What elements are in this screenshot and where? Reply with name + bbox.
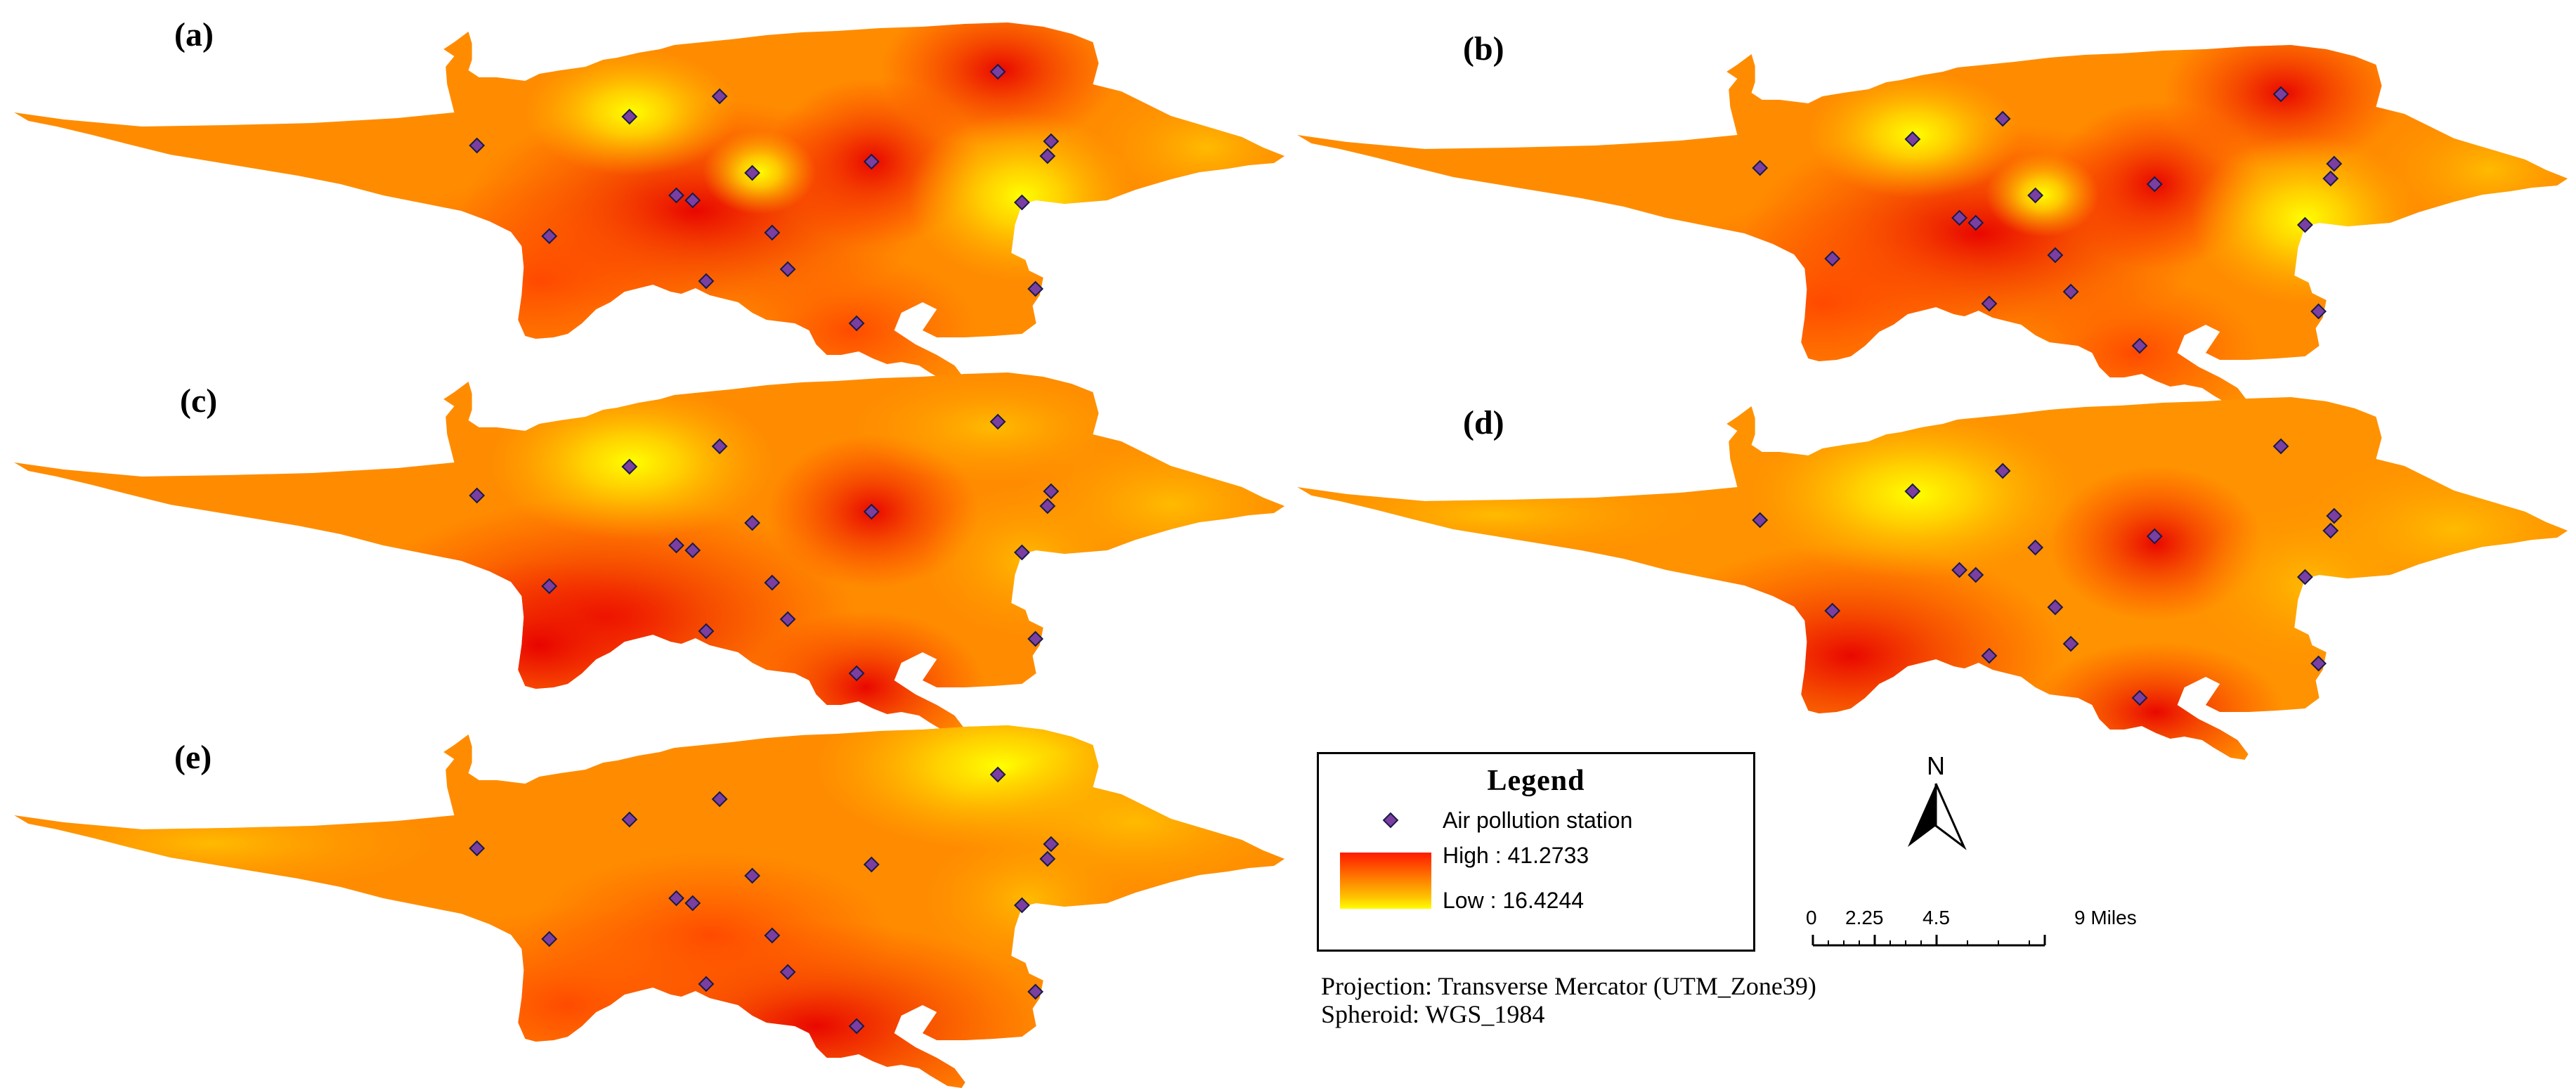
north-label: N [1927, 752, 1945, 780]
panel-label-d: (d) [1463, 404, 1504, 441]
legend-low-label: Low : 16.4244 [1443, 888, 1585, 913]
station-symbol-icon [1382, 812, 1399, 829]
legend-color-ramp [1340, 853, 1431, 909]
spheroid-line: Spheroid: WGS_1984 [1321, 1000, 1545, 1028]
scale-tick-label-3: 9 Miles [2074, 907, 2137, 928]
north-arrow-icon: N [1908, 752, 1967, 850]
map-panel-b [1297, 45, 2568, 408]
scale-tick-label-0: 0 [1806, 907, 1817, 928]
panel-label-a: (a) [174, 16, 214, 53]
panel-label-c: (c) [180, 382, 218, 420]
panel-label-e: (e) [174, 739, 212, 776]
map-panel-a [14, 22, 1285, 385]
projection-line: Projection: Transverse Mercator (UTM_Zon… [1321, 972, 1816, 1000]
panel-label-b: (b) [1463, 30, 1504, 67]
legend-station-label: Air pollution station [1443, 808, 1633, 833]
scale-bar [1811, 935, 2046, 947]
legend-title: Legend [1487, 765, 1585, 797]
scale-tick-label-2: 4.5 [1923, 907, 1950, 928]
legend: Legend Air pollution station High : 41.2… [1317, 752, 1755, 952]
legend-high-label: High : 41.2733 [1443, 843, 1589, 868]
scale-tick-label-1: 2.25 [1845, 907, 1884, 928]
